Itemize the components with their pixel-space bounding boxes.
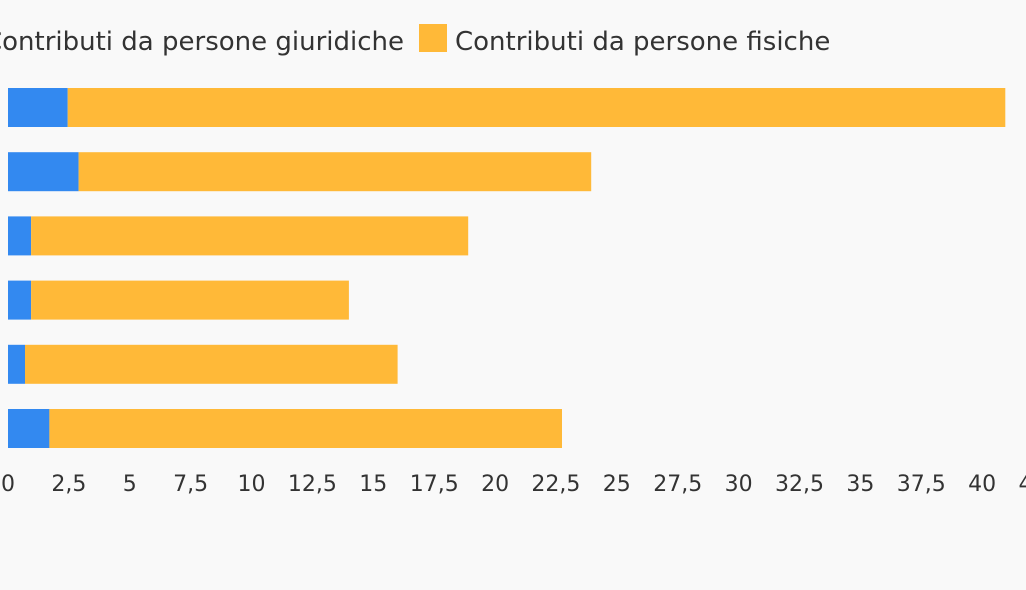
bar-row-2-series-1 — [8, 152, 79, 192]
bar-row-1-series-1 — [8, 88, 68, 127]
bar-row-3-series-2 — [31, 216, 469, 256]
legend: Contributi da persone giuridiche Contrib… — [0, 24, 830, 57]
bar-row-5-series-2 — [25, 344, 398, 384]
bar-row-4-series-1 — [8, 280, 32, 320]
x-tick-label: 40 — [968, 472, 996, 497]
bar-row-6-series-2 — [49, 409, 562, 448]
x-tick-label: 10 — [238, 472, 266, 497]
x-tick-label: 32,5 — [775, 472, 824, 497]
bar-row-1-series-2 — [67, 88, 1006, 127]
x-tick-label: 5 — [123, 472, 137, 497]
x-tick-label: 37,5 — [897, 472, 946, 497]
x-tick-label: 25 — [603, 472, 631, 497]
legend-label-persone-fisiche: Contributi da persone fisiche — [455, 27, 830, 57]
legend-swatch-persone-fisiche — [419, 24, 447, 52]
x-tick-label: 17,5 — [410, 472, 459, 497]
x-tick-label: 35 — [846, 472, 874, 497]
x-tick-label: 15 — [359, 472, 387, 497]
x-tick-label: 7,5 — [173, 472, 208, 497]
x-tick-label: 2,5 — [51, 472, 86, 497]
bar-row-6-series-1 — [8, 409, 50, 448]
x-tick-label: 12,5 — [288, 472, 337, 497]
bar-row-5-series-1 — [8, 344, 25, 384]
x-tick-label: 22,5 — [531, 472, 580, 497]
x-axis: 0 2,5 5 7,5 10 12,5 15 17,5 20 22,5 25 27,5 30 32,5 35… — [1, 472, 1026, 497]
x-tick-label: 42,5 — [1019, 472, 1026, 497]
legend-label-persone-giuridiche: Contributi da persone giuridiche — [0, 27, 404, 57]
x-tick-label: 30 — [725, 472, 753, 497]
x-tick-label: 27,5 — [653, 472, 702, 497]
x-tick-label: 20 — [481, 472, 509, 497]
bar-row-4-series-2 — [31, 280, 349, 320]
x-tick-label: 0 — [1, 472, 15, 497]
bar-row-2-series-2 — [78, 152, 592, 192]
bars — [8, 88, 1006, 448]
bar-row-3-series-1 — [8, 216, 32, 256]
